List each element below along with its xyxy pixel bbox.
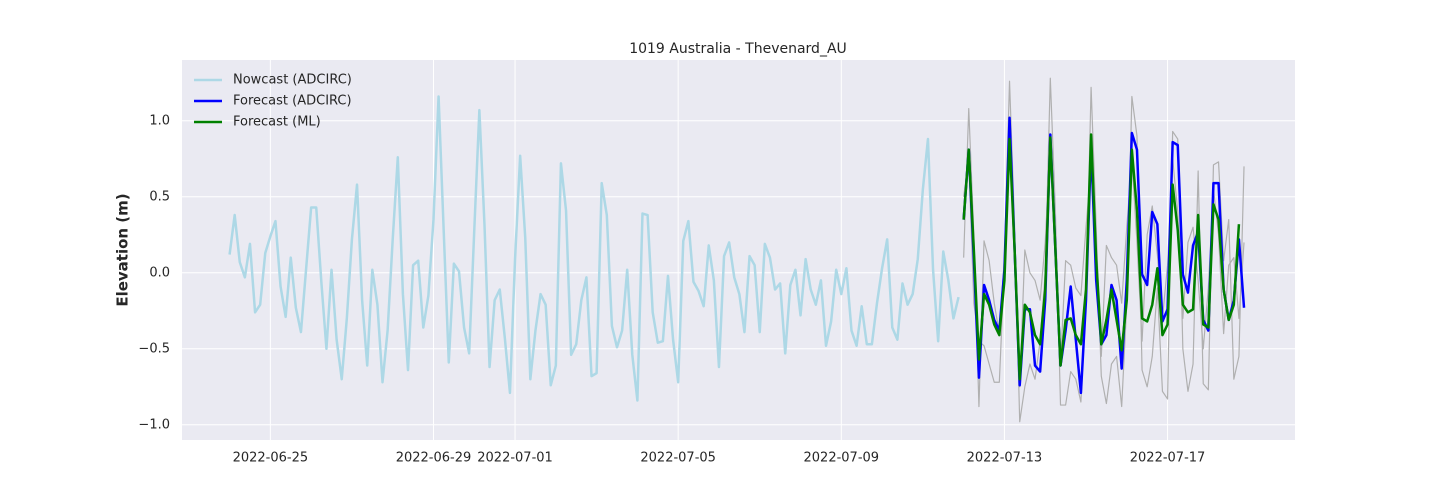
y-tick-label: −1.0 [138, 417, 170, 432]
series-line [228, 95, 960, 402]
chart-title: 1019 Australia - Thevenard_AU [629, 41, 847, 57]
x-tick-label: 2022-07-13 [967, 451, 1043, 466]
x-tick-label: 2022-06-29 [396, 451, 472, 466]
x-tick-label: 2022-07-17 [1130, 451, 1206, 466]
x-tick-label: 2022-07-01 [477, 451, 553, 466]
x-tick-label: 2022-06-25 [233, 451, 309, 466]
member-line [963, 77, 1245, 423]
y-tick-label: −0.5 [138, 341, 170, 356]
y-tick-label: 0.0 [149, 265, 170, 280]
x-tick-label: 2022-07-09 [804, 451, 880, 466]
y-axis-label: Elevation (m) [114, 193, 132, 306]
x-tick-label: 2022-07-05 [640, 451, 716, 466]
legend-label: Forecast (ML) [233, 115, 321, 130]
legend-label: Forecast (ADCIRC) [233, 94, 352, 109]
y-tick-label: 1.0 [149, 113, 170, 128]
y-tick-label: 0.5 [149, 189, 170, 204]
legend-label: Nowcast (ADCIRC) [233, 73, 352, 88]
series-line [962, 133, 1241, 381]
